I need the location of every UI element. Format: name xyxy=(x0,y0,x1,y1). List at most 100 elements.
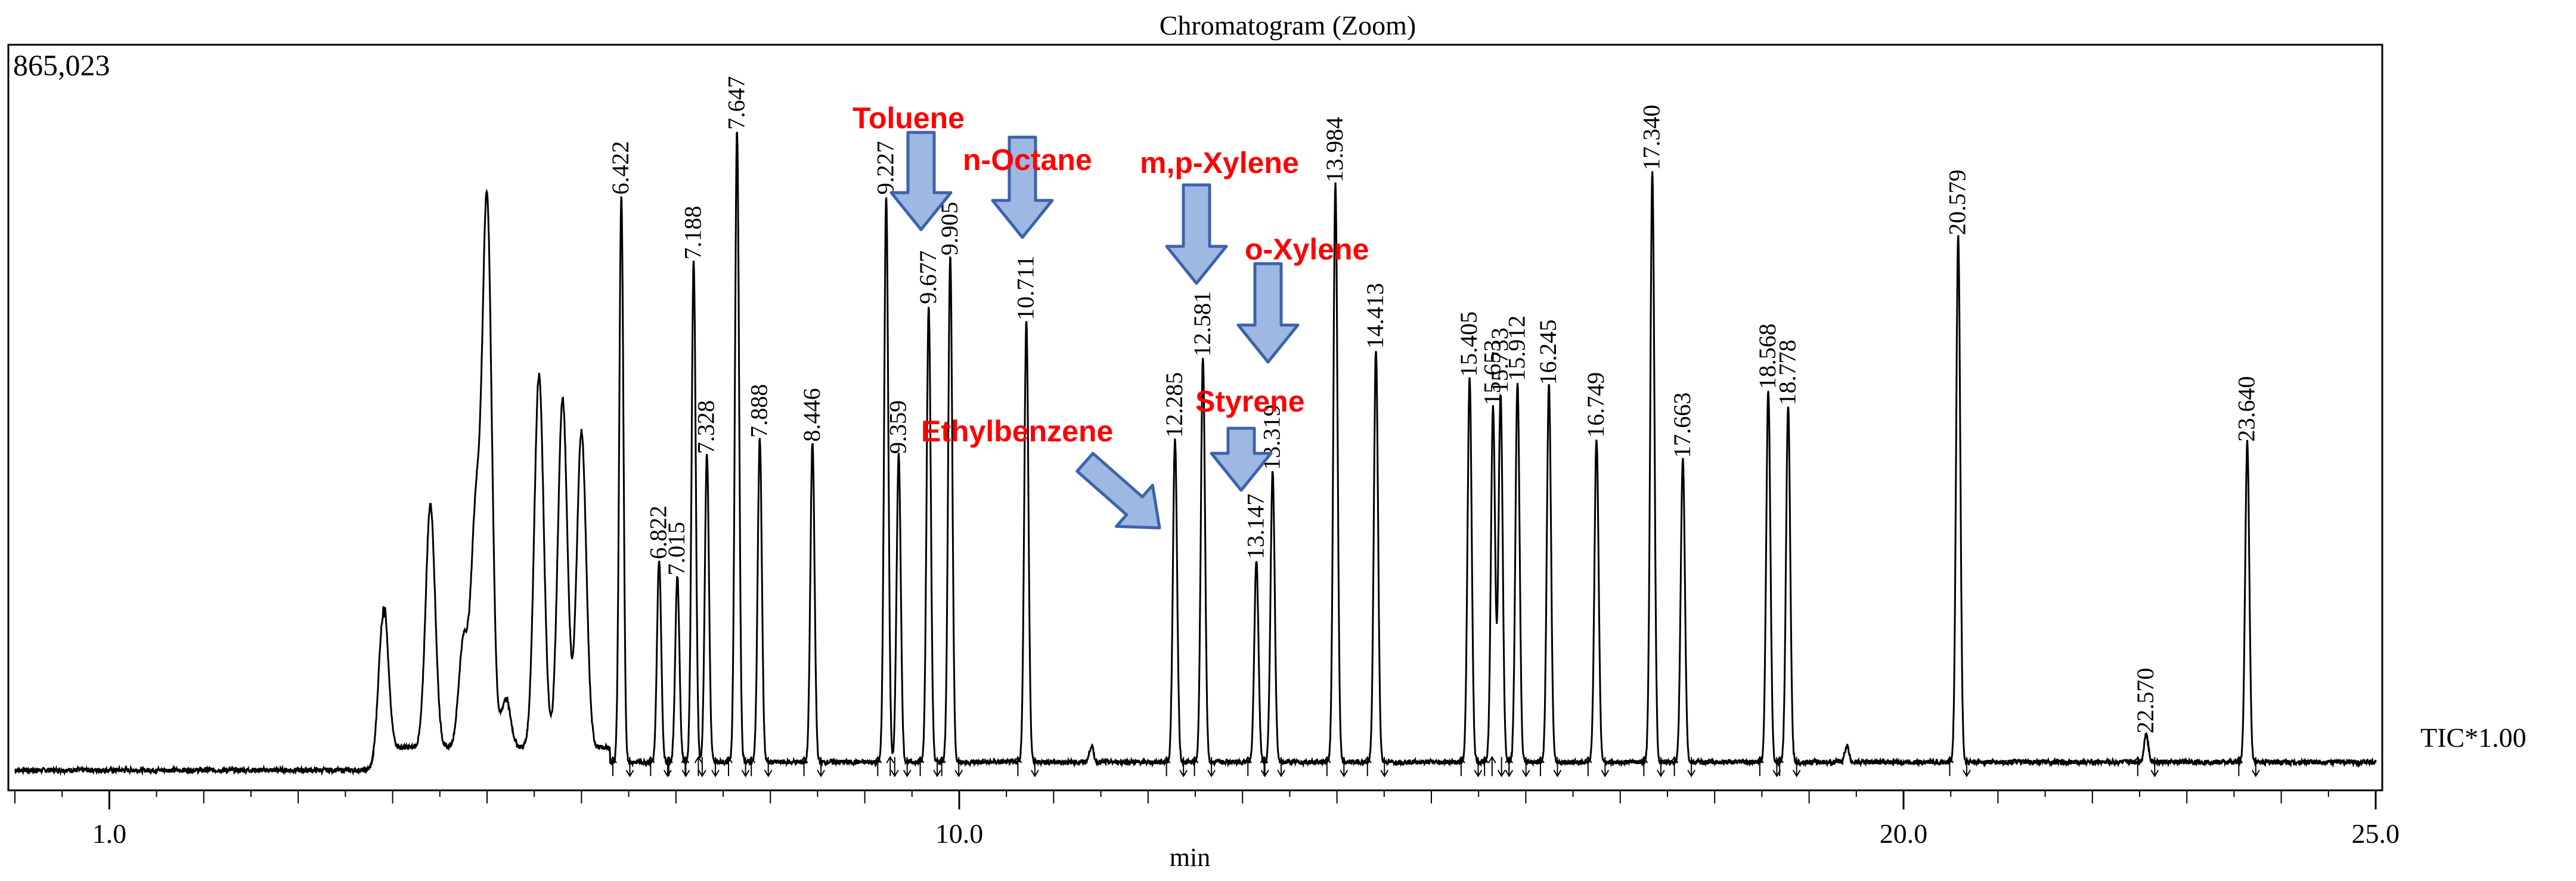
peak-label: 20.579 xyxy=(1944,169,1971,235)
chart-title: Chromatogram (Zoom) xyxy=(1160,10,1416,41)
peak-label: 22.570 xyxy=(2132,668,2159,734)
peak-start-marker xyxy=(665,756,673,777)
peak-start-marker xyxy=(1775,756,1784,777)
peak-label: 7.888 xyxy=(745,384,772,438)
peak-end-marker xyxy=(1031,757,1039,778)
peak-label: 9.905 xyxy=(936,202,963,255)
peak-end-marker xyxy=(1340,757,1349,778)
compound-annotation: Styrene xyxy=(1195,385,1304,492)
peak-label: 13.984 xyxy=(1321,117,1348,183)
peak-label: 15.405 xyxy=(1455,311,1482,377)
x-tick-label: 10.0 xyxy=(935,818,984,849)
peak-start-marker xyxy=(681,756,690,777)
peak-end-marker xyxy=(2251,757,2260,778)
peak-start-marker xyxy=(1363,756,1372,777)
compound-name: Ethylbenzene xyxy=(921,415,1113,448)
peak-end-marker xyxy=(954,757,963,778)
peak-end-marker xyxy=(711,757,720,778)
peak-start-marker xyxy=(1487,756,1496,777)
peak-label: 10.711 xyxy=(1012,255,1039,320)
peak-start-marker xyxy=(1244,756,1253,777)
peak-start-marker xyxy=(1162,756,1171,777)
peak-end-marker xyxy=(1963,757,1971,778)
peak-end-marker xyxy=(1792,757,1801,778)
peak-label: 7.188 xyxy=(680,206,706,259)
compound-annotation: Toluene xyxy=(853,101,965,231)
peak-label: 7.015 xyxy=(663,522,690,576)
peak-start-marker xyxy=(646,756,655,777)
trace-label: TIC*1.00 xyxy=(2420,722,2527,753)
compound-annotation: Ethylbenzene xyxy=(921,415,1161,530)
peak-end-marker xyxy=(1380,757,1389,778)
peak-start-marker xyxy=(694,756,703,777)
peak-start-marker xyxy=(886,756,895,777)
peak-end-marker xyxy=(1521,757,1530,778)
compound-name: m,p-Xylene xyxy=(1140,146,1299,180)
peak-end-marker xyxy=(764,757,773,778)
peak-label: 6.422 xyxy=(607,141,634,194)
peak-end-marker xyxy=(1497,757,1506,778)
peak-label: 9.227 xyxy=(872,141,899,194)
peak-end-marker xyxy=(1601,757,1610,778)
peak-label: 7.647 xyxy=(723,76,749,130)
peak-label: 8.446 xyxy=(798,388,825,442)
compound-annotation: m,p-Xylene xyxy=(1140,146,1299,285)
peak-label: 15.733 xyxy=(1486,327,1513,393)
peak-end-marker xyxy=(1179,757,1188,778)
peak-end-marker xyxy=(625,757,634,778)
peak-start-marker xyxy=(609,756,617,777)
peak-end-marker xyxy=(1260,757,1269,778)
x-unit-label: min xyxy=(1170,843,1210,872)
peak-end-marker xyxy=(1277,757,1285,778)
peak-label: 17.663 xyxy=(1669,392,1695,458)
peak-label: 9.359 xyxy=(884,400,911,454)
compound-name: Toluene xyxy=(853,101,965,135)
peak-start-marker xyxy=(2234,756,2243,777)
peak-label: 17.340 xyxy=(1638,105,1665,171)
peak-start-marker xyxy=(916,756,925,777)
peak-label: 16.245 xyxy=(1535,320,1561,385)
peak-label: 18.568 xyxy=(1754,323,1781,389)
peak-start-marker xyxy=(937,756,946,777)
peak-label: 23.640 xyxy=(2233,376,2260,442)
peak-start-marker xyxy=(1322,756,1331,777)
peak-label: 18.778 xyxy=(1774,339,1800,405)
peak-label: 12.285 xyxy=(1161,372,1188,438)
peak-start-marker xyxy=(1756,756,1764,777)
peak-end-marker xyxy=(1207,757,1216,778)
x-tick-label: 20.0 xyxy=(1880,818,1928,849)
peak-start-marker xyxy=(1670,756,1679,777)
peak-end-marker xyxy=(1687,757,1695,778)
peak-label: 13.147 xyxy=(1242,494,1269,559)
x-tick-label: 25.0 xyxy=(2352,818,2400,849)
peak-label: 7.328 xyxy=(693,400,720,454)
peak-end-marker xyxy=(890,757,899,778)
peak-label: 14.413 xyxy=(1362,283,1388,348)
peak-end-marker xyxy=(933,757,941,778)
peak-start-marker xyxy=(747,756,756,777)
peak-start-marker xyxy=(1583,756,1592,777)
peak-start-marker xyxy=(1013,756,1022,777)
peak-end-marker xyxy=(1553,757,1562,778)
peak-start-marker xyxy=(1639,756,1648,777)
compound-annotation: n-Octane xyxy=(963,135,1092,239)
peak-label: 15.653 xyxy=(1478,339,1505,405)
peak-start-marker xyxy=(1457,756,1465,777)
compound-name: o-Xylene xyxy=(1245,233,1369,266)
peak-start-marker xyxy=(1945,756,1954,777)
peak-label: 15.912 xyxy=(1503,316,1530,381)
peak-label: 6.822 xyxy=(645,506,672,559)
compound-name: Styrene xyxy=(1195,385,1304,418)
peak-label: 12.581 xyxy=(1189,291,1216,357)
peak-end-marker xyxy=(817,757,825,778)
peak-end-marker xyxy=(681,757,690,778)
y-max-label: 865,023 xyxy=(13,48,110,82)
peak-start-marker xyxy=(1190,756,1199,777)
peak-start-marker xyxy=(1536,756,1545,777)
peak-end-marker xyxy=(2150,757,2159,778)
peak-end-marker xyxy=(1657,757,1665,778)
compound-name: n-Octane xyxy=(963,143,1092,177)
peak-label: 9.677 xyxy=(915,251,941,304)
peak-start-marker xyxy=(2133,756,2142,777)
